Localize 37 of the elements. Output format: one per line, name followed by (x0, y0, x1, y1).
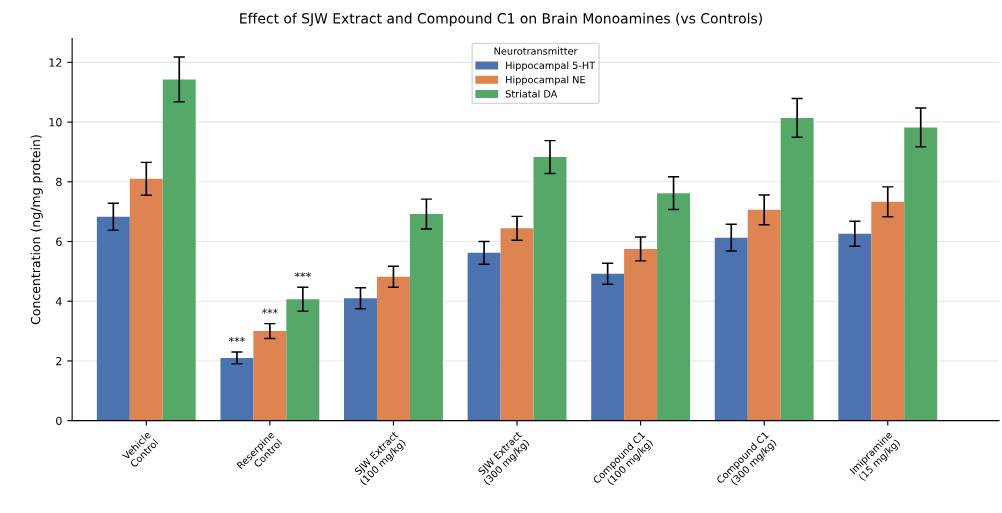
bar (533, 157, 567, 421)
y-axis-title: Concentration (ng/mg protein) (30, 135, 43, 325)
y-tick-label: 0 (56, 416, 62, 426)
bar (657, 193, 691, 421)
bar (871, 201, 905, 421)
bar (409, 214, 443, 421)
bar (500, 228, 534, 421)
y-tick-label: 8 (56, 177, 62, 187)
y-tick-label: 2 (56, 356, 62, 366)
data-label: *** (294, 272, 311, 278)
bar (624, 248, 658, 421)
legend-label: Striatal DA (505, 90, 558, 98)
data-label: *** (261, 308, 278, 314)
bar (96, 216, 130, 421)
bar (253, 331, 287, 421)
bar (714, 237, 748, 421)
bar (286, 299, 320, 421)
bar (904, 127, 938, 421)
bar (838, 233, 872, 421)
y-tick-label: 6 (56, 237, 62, 246)
chart-title: Effect of SJW Extract and Compound C1 on Brain Monoamines (vs Controls) (240, 12, 762, 27)
bar (747, 209, 781, 421)
bar (376, 276, 410, 421)
bar (591, 273, 625, 421)
bar (129, 178, 163, 421)
y-tick-label: 12 (49, 58, 62, 67)
legend-label: Hippocampal NE (506, 75, 585, 86)
y-tick-label: 10 (49, 118, 62, 127)
bar (780, 117, 814, 421)
bar (344, 298, 377, 421)
legend-title: Neurotransmitter (494, 47, 578, 55)
bar (162, 79, 196, 421)
y-tick-label: 4 (55, 297, 62, 306)
legend-label: Hippocampal 5-HT (506, 61, 596, 71)
bar (220, 357, 254, 421)
data-label: *** (228, 336, 245, 343)
bar (467, 252, 501, 421)
